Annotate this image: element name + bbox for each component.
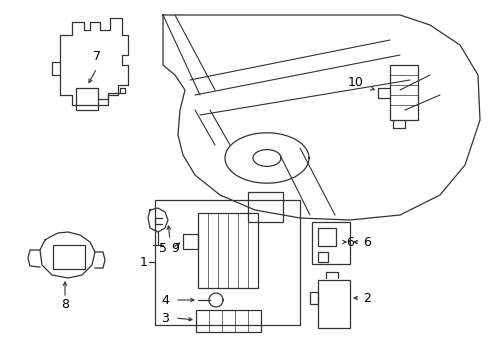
Text: 7: 7 — [93, 50, 101, 63]
Text: 5: 5 — [159, 242, 167, 255]
Bar — [317, 228, 335, 246]
Text: 8: 8 — [61, 298, 69, 311]
Text: 6: 6 — [346, 235, 353, 248]
Text: 4: 4 — [161, 293, 168, 306]
Text: 6: 6 — [362, 235, 370, 248]
Bar — [198, 213, 258, 288]
Bar — [53, 245, 85, 269]
Text: 3: 3 — [161, 311, 168, 324]
Text: 10: 10 — [347, 77, 363, 90]
Text: 9: 9 — [171, 242, 179, 255]
Text: 1: 1 — [140, 256, 148, 269]
Text: 2: 2 — [362, 292, 370, 305]
Bar — [76, 88, 98, 110]
Bar — [317, 252, 327, 262]
Bar — [317, 280, 349, 328]
Bar — [155, 200, 299, 325]
Bar — [247, 192, 283, 222]
Bar — [389, 65, 417, 120]
Bar — [183, 234, 198, 249]
Bar — [309, 292, 317, 304]
Bar — [311, 222, 349, 264]
Bar — [196, 310, 261, 332]
